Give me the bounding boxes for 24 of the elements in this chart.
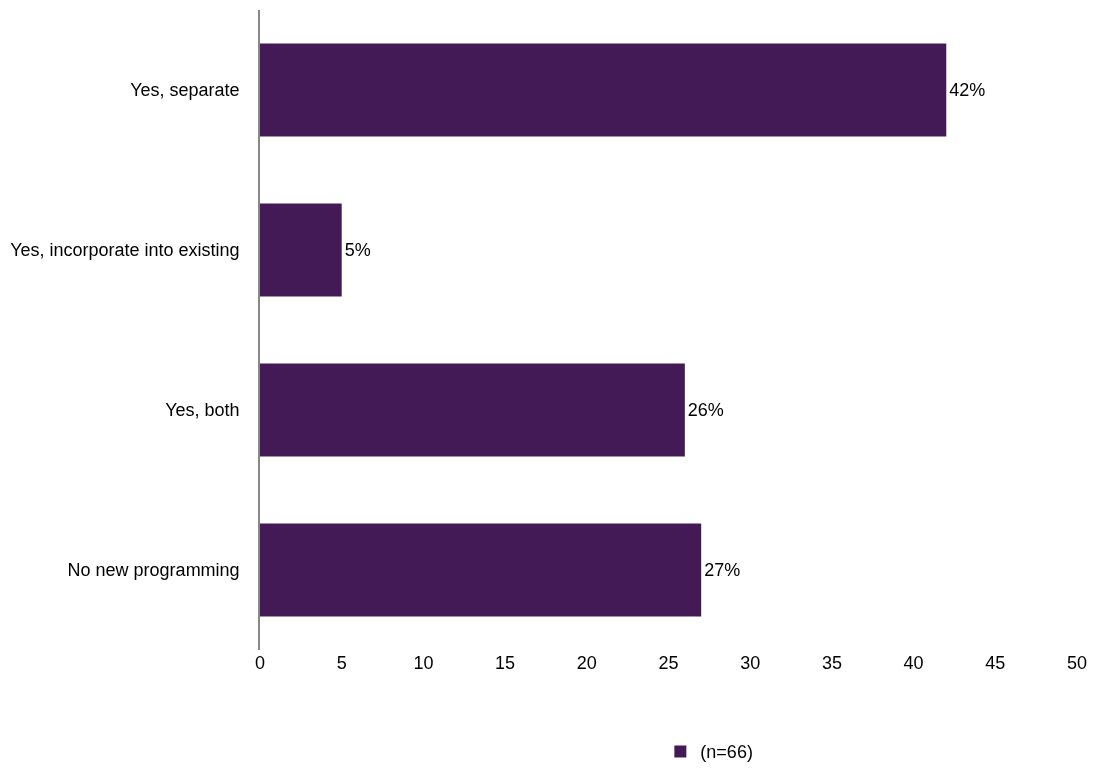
- bar: [260, 363, 685, 457]
- bar: [260, 203, 342, 297]
- x-tick-label: 35: [821, 653, 842, 673]
- y-tick-label: Yes, separate: [130, 80, 240, 101]
- y-tick-label: Yes, both: [165, 400, 240, 421]
- x-tick-label: 30: [740, 653, 761, 673]
- x-tick-label: 10: [413, 653, 434, 673]
- x-tick-label: 20: [576, 653, 597, 673]
- x-tick-label: 40: [903, 653, 924, 673]
- y-tick-label: No new programming: [67, 560, 240, 581]
- data-label: 5%: [344, 240, 371, 260]
- data-label: 26%: [687, 400, 724, 420]
- y-tick-label: Yes, incorporate into existing: [10, 240, 240, 261]
- x-tick-label: 15: [495, 653, 516, 673]
- x-tick-label: 45: [985, 653, 1006, 673]
- x-tick-label: 25: [658, 653, 679, 673]
- legend-label: (n=66): [700, 742, 753, 763]
- bar: [260, 43, 947, 137]
- x-tick-label: 50: [1066, 653, 1088, 673]
- data-label: 42%: [949, 80, 986, 100]
- data-label: 27%: [704, 560, 741, 580]
- x-tick-label: 5: [336, 653, 347, 673]
- bar: [260, 523, 702, 617]
- x-tick-label: 0: [254, 653, 266, 673]
